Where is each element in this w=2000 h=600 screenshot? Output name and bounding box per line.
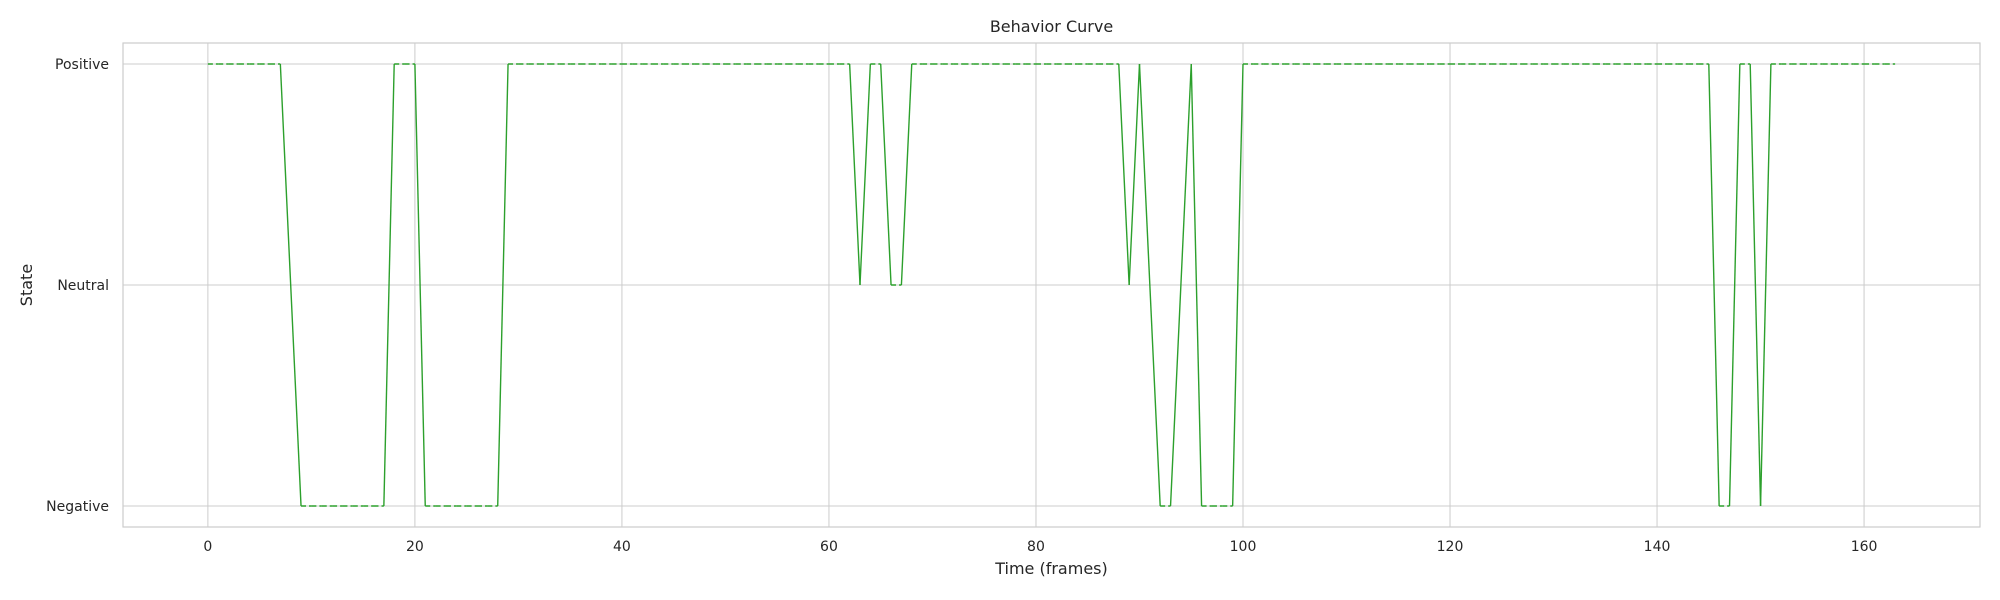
y-tick-label: Neutral [57,278,109,294]
x-tick-label: 120 [1437,539,1464,555]
plot-frame [122,42,1981,528]
series-segment-transition [859,63,872,286]
x-tick-label: 80 [1027,539,1045,555]
series-segment-transition [1708,63,1720,507]
x-axis-label: Time (frames) [994,559,1108,578]
x-tick-label: 40 [613,539,631,555]
series-segment-transition [1138,63,1151,286]
series-segment-transition [880,63,892,286]
series-segment-transition [1118,63,1130,286]
y-axis-label: State [17,264,36,306]
x-tick-label: 160 [1851,539,1878,555]
x-tick-label: 60 [820,539,838,555]
series-segment-transition [289,284,302,507]
series-segment-transition [900,63,913,286]
y-tick-label: Positive [55,57,109,73]
series-segment-transition [1759,63,1772,507]
y-tick-label: Negative [46,499,109,515]
series-segment-transition [414,63,426,507]
chart-title: Behavior Curve [990,17,1113,36]
series-segment-transition [1728,63,1741,507]
series-segment-transition [1149,284,1161,507]
series-segment-transition [279,63,292,286]
series-segment-transition [383,63,395,507]
series-segment-transition [1190,63,1203,507]
x-tick-label: 0 [203,539,212,555]
series-segment-transition [1169,284,1182,507]
series-segment-transition [1180,63,1192,286]
series-segment-transition [848,63,861,286]
series-segment-transition [1749,63,1762,507]
x-tick-label: 140 [1644,539,1671,555]
series-segment-transition [497,63,509,507]
series-layer [207,63,1896,507]
x-tick-label: 100 [1230,539,1257,555]
series-segment-transition [1231,63,1244,507]
x-tick-label: 20 [406,539,424,555]
series-segment-transition [1128,63,1141,286]
tick-layer: 0 20 40 60 80 100 120 140 160 Negative Neutral Posi… [46,57,1877,555]
